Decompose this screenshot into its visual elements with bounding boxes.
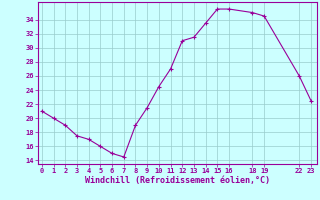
X-axis label: Windchill (Refroidissement éolien,°C): Windchill (Refroidissement éolien,°C) [85, 176, 270, 185]
